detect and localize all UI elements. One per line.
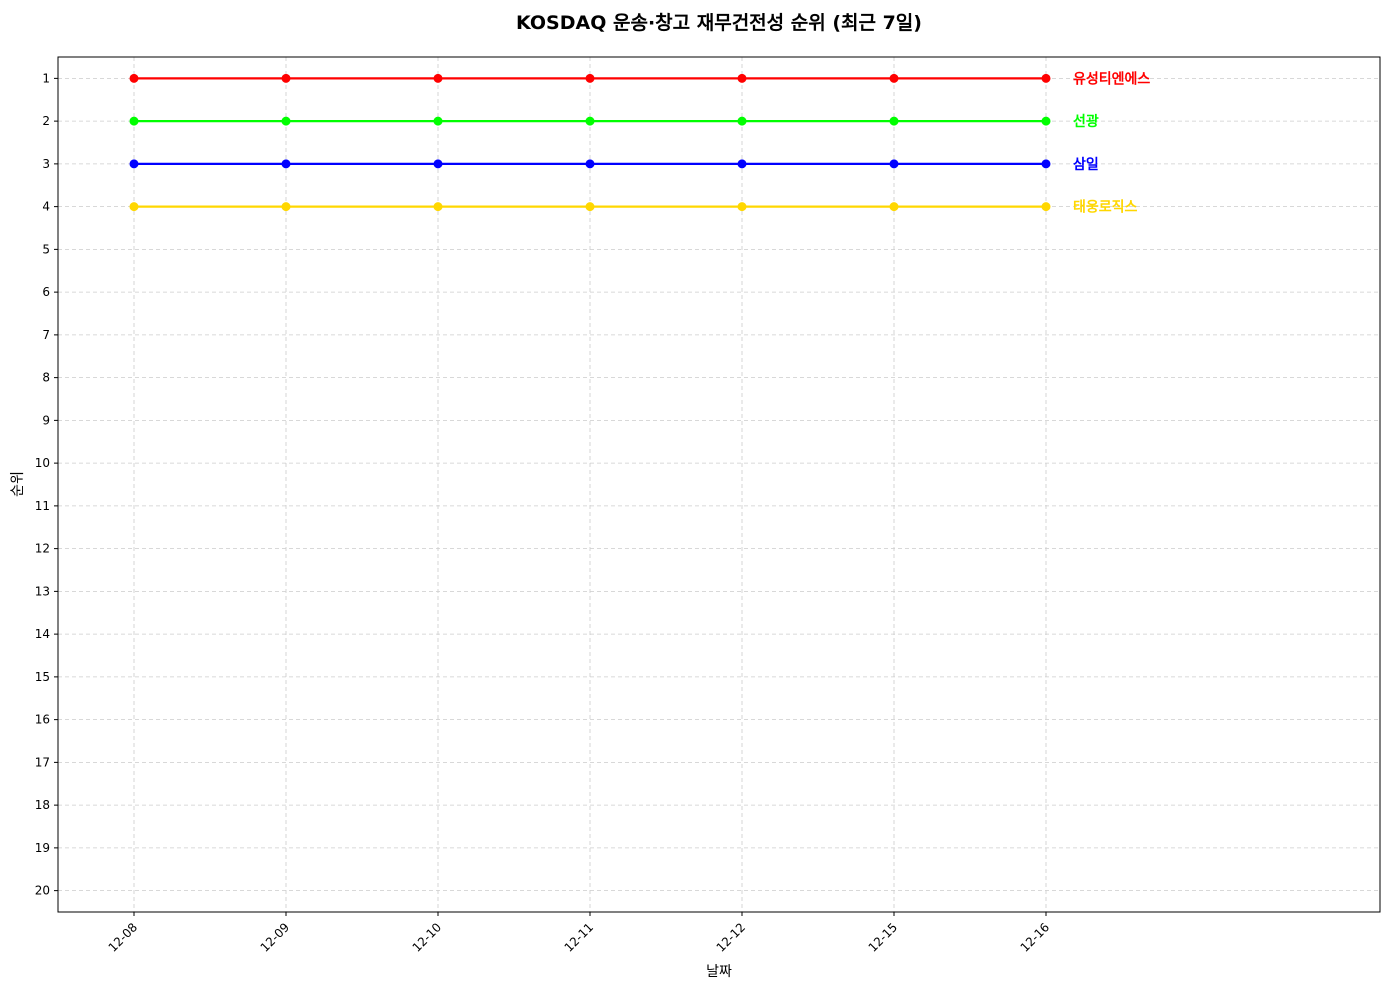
y-tick-label: 9 <box>42 413 50 427</box>
y-tick-label: 1 <box>42 71 50 85</box>
x-tick-label: 12-09 <box>258 920 293 955</box>
y-tick-label: 19 <box>35 841 50 855</box>
y-tick-label: 6 <box>42 285 50 299</box>
data-point <box>433 116 443 126</box>
x-axis-label: 날짜 <box>706 964 732 980</box>
data-point <box>889 202 899 212</box>
data-point <box>1041 202 1051 212</box>
data-point <box>129 116 139 126</box>
y-tick-label: 14 <box>35 627 50 641</box>
y-tick-label: 10 <box>35 456 50 470</box>
y-tick-label: 5 <box>42 242 50 256</box>
data-point <box>129 73 139 83</box>
data-point <box>889 73 899 83</box>
data-point <box>737 159 747 169</box>
y-tick-label: 16 <box>35 713 50 727</box>
y-tick-label: 13 <box>35 584 50 598</box>
data-point <box>889 159 899 169</box>
data-point <box>585 116 595 126</box>
y-axis-label: 순위 <box>10 471 26 497</box>
series-label: 삼일 <box>1073 157 1099 173</box>
data-point <box>129 202 139 212</box>
data-point <box>585 73 595 83</box>
x-tick-label: 12-11 <box>562 920 597 955</box>
data-point <box>737 73 747 83</box>
x-tick-label: 12-12 <box>714 920 749 955</box>
data-point <box>585 202 595 212</box>
data-point <box>585 159 595 169</box>
y-tick-label: 3 <box>42 157 50 171</box>
x-tick-label: 12-08 <box>106 920 141 955</box>
data-point <box>281 159 291 169</box>
data-point <box>281 202 291 212</box>
data-point <box>129 159 139 169</box>
data-point <box>1041 73 1051 83</box>
y-tick-label: 11 <box>35 499 50 513</box>
data-point <box>737 116 747 126</box>
y-tick-label: 12 <box>35 542 50 556</box>
data-point <box>433 159 443 169</box>
plot-frame <box>57 56 1381 913</box>
y-tick-label: 17 <box>35 755 50 769</box>
x-tick-label: 12-16 <box>1018 920 1053 955</box>
x-tick-label: 12-15 <box>866 920 901 955</box>
data-point <box>1041 159 1051 169</box>
series-label: 태웅로직스 <box>1073 199 1138 216</box>
series-label: 선광 <box>1073 113 1099 130</box>
y-tick-label: 4 <box>42 200 50 214</box>
series-label: 유성티엔에스 <box>1073 70 1150 87</box>
data-point <box>433 73 443 83</box>
y-tick-label: 20 <box>35 884 50 898</box>
y-tick-label: 8 <box>42 371 50 385</box>
x-tick-label: 12-10 <box>410 920 445 955</box>
data-point <box>889 116 899 126</box>
data-point <box>433 202 443 212</box>
y-tick-label: 7 <box>42 328 50 342</box>
y-tick-label: 18 <box>35 798 50 812</box>
data-point <box>281 116 291 126</box>
chart-title: KOSDAQ 운송·창고 재무건전성 순위 (최근 7일) <box>516 12 922 34</box>
data-point <box>1041 116 1051 126</box>
y-tick-label: 15 <box>35 670 50 684</box>
data-point <box>281 73 291 83</box>
y-tick-label: 2 <box>42 114 50 128</box>
data-point <box>737 202 747 212</box>
